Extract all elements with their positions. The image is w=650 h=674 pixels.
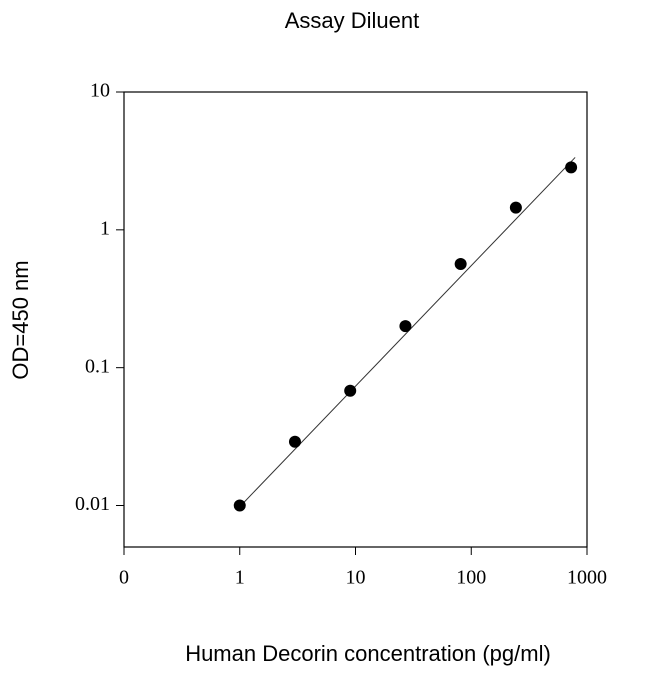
x-tick-label: 100 — [456, 567, 486, 589]
x-tick-label: 10 — [346, 567, 366, 589]
chart-title: Assay Diluent — [285, 8, 420, 33]
y-tick-label: 0.01 — [75, 493, 110, 515]
data-point — [509, 201, 522, 214]
y-tick-label: 0.1 — [85, 355, 110, 377]
data-point — [344, 384, 357, 397]
x-tick-label: 1000 — [567, 567, 607, 589]
x-tick-label: 1 — [235, 567, 245, 589]
fit-line — [239, 157, 576, 508]
data-point — [288, 435, 301, 448]
data-point — [233, 499, 246, 512]
x-axis-label: Human Decorin concentration (pg/ml) — [185, 641, 551, 666]
data-point — [399, 320, 412, 333]
y-tick-label: 10 — [90, 80, 110, 102]
y-tick-label: 1 — [100, 217, 110, 239]
y-axis-label: OD=450 nm — [8, 260, 33, 379]
plot-frame — [123, 91, 588, 548]
x-tick-label: 0 — [119, 567, 129, 589]
data-point — [454, 258, 467, 271]
data-point — [565, 161, 578, 174]
